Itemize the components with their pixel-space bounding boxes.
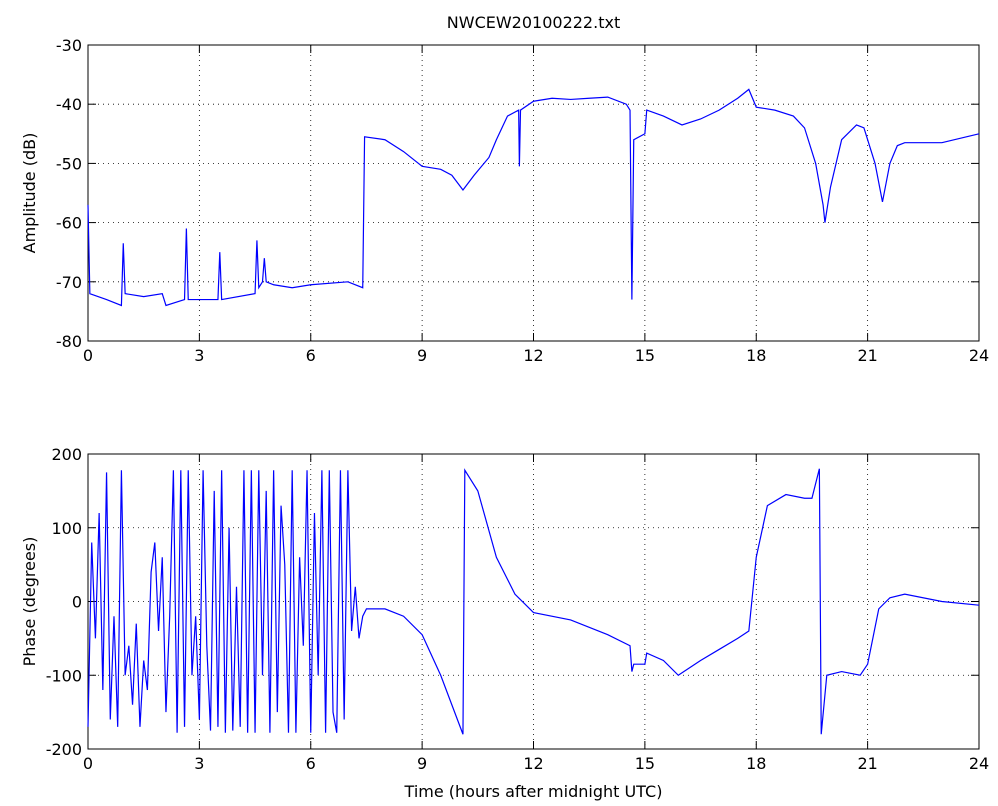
- y-tick-label: -100: [46, 666, 82, 685]
- x-tick-label: 18: [746, 754, 766, 773]
- y-axis-label: Phase (degrees): [20, 537, 39, 667]
- x-tick-label: 9: [417, 346, 427, 365]
- x-tick-label: 6: [306, 346, 316, 365]
- x-tick-label: 3: [194, 346, 204, 365]
- y-tick-label: -40: [56, 95, 82, 114]
- x-tick-label: 21: [857, 346, 877, 365]
- x-tick-label: 6: [306, 754, 316, 773]
- y-tick-label: 100: [51, 519, 82, 538]
- axes-box: [87, 44, 980, 342]
- x-tick-label: 12: [523, 754, 543, 773]
- x-tick-label: 0: [83, 346, 93, 365]
- x-tick-label: 12: [523, 346, 543, 365]
- x-tick-label: 3: [194, 754, 204, 773]
- y-tick-label: 0: [72, 593, 82, 612]
- y-axis-label: Amplitude (dB): [20, 133, 39, 254]
- x-tick-label: 15: [635, 754, 655, 773]
- x-tick-label: 9: [417, 754, 427, 773]
- x-tick-label: 21: [857, 754, 877, 773]
- data-line: [87, 468, 980, 735]
- y-tick-label: -50: [56, 154, 82, 173]
- y-tick-label: 200: [51, 445, 82, 464]
- y-tick-label: -60: [56, 214, 82, 233]
- y-tick-label: -30: [56, 36, 82, 55]
- axes-box: [87, 453, 980, 750]
- x-tick-label: 24: [969, 346, 989, 365]
- y-tick-label: -70: [56, 273, 82, 292]
- x-tick-label: 15: [635, 346, 655, 365]
- x-tick-label: 18: [746, 346, 766, 365]
- data-line: [87, 88, 980, 307]
- x-tick-label: 24: [969, 754, 989, 773]
- x-axis-label: Time (hours after midnight UTC): [404, 782, 663, 801]
- y-tick-label: -80: [56, 332, 82, 351]
- chart-title: NWCEW20100222.txt: [447, 13, 620, 32]
- y-tick-label: -200: [46, 740, 82, 759]
- x-tick-label: 0: [83, 754, 93, 773]
